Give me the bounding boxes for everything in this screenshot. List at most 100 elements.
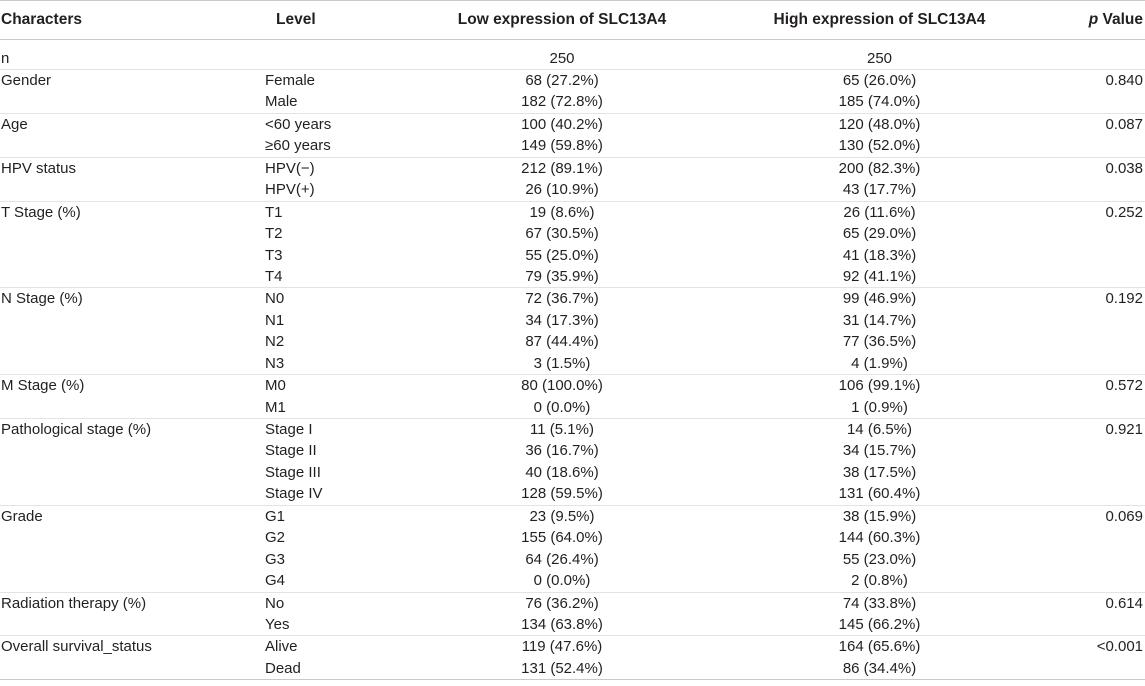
cell-characteristic: n [1,50,10,67]
table-row: T2 67 (30.5%) 65 (29.0%) [0,223,1145,244]
table-row: Overall survival_status Alive 119 (47.6%) 1… [0,635,1145,658]
cell-high-expression: 34 (15.7%) [842,442,917,460]
cell-low-expression: 212 (89.1%) [400,156,724,180]
cell-low-expression: 182 (72.8%) [521,93,603,111]
cell-low-expression: 155 (64.0%) [521,529,603,547]
cell-level: Stage II [265,442,317,460]
table-row: G4 0 (0.0%) 2 (0.8%) [0,570,1145,592]
cell-high-expression: 43 (17.7%) [842,181,917,199]
cell-level: M0 [258,374,400,397]
cell-p-value [1035,549,1145,570]
cell-characteristic [0,266,258,288]
cell-high-expression: 131 (60.4%) [838,485,921,503]
cell-low-expression: 80 (100.0%) [400,374,724,397]
table-row: T3 55 (25.0%) 41 (18.3%) [0,245,1145,266]
cell-p-value: 0.069 [1035,504,1145,528]
table-row: N3 3 (1.5%) 4 (1.9%) [0,353,1145,375]
cell-low-expression: 36 (16.7%) [525,442,599,460]
table-row: Gender Female 68 (27.2%) 65 (26.0%) 0.840 [0,69,1145,92]
cell-low-expression: 149 (59.8%) [521,137,603,155]
cell-high-expression: 1 (0.9%) [851,398,908,416]
cell-high-expression: 99 (46.9%) [724,287,1035,310]
cell-p-value [1035,462,1145,483]
cell-high-expression: 130 (52.0%) [838,137,921,155]
cell-low-expression: 64 (26.4%) [525,550,599,568]
cell-p-value: 0.921 [1035,418,1145,441]
cell-p-value [1035,179,1145,201]
cell-level: N3 [265,354,285,372]
cell-p-value [1035,614,1145,636]
table-row: Male 182 (72.8%) 185 (74.0%) [0,91,1145,113]
cell-characteristic: M Stage (%) [0,374,258,397]
header-high-expression: High expression of SLC13A4 [724,0,1035,40]
table-row: HPV(+) 26 (10.9%) 43 (17.7%) [0,179,1145,201]
cell-high-expression: 38 (15.9%) [724,504,1035,528]
cell-characteristic [0,179,258,201]
cell-high-expression: 38 (17.5%) [842,463,917,481]
cell-p-value [1035,91,1145,113]
cell-characteristic [0,549,258,570]
cell-high-expression: 4 (1.9%) [851,354,908,372]
cell-p-value [1035,331,1145,352]
cell-low-expression: 23 (9.5%) [400,504,724,528]
cell-low-expression: 87 (44.4%) [525,333,599,351]
cell-low-expression: 72 (36.7%) [400,287,724,310]
cell-characteristic [0,658,258,680]
cell-high-expression: 106 (99.1%) [724,374,1035,397]
table-row: Radiation therapy (%) No 76 (36.2%) 74 (33.… [0,591,1145,614]
cell-p-value: 0.192 [1035,287,1145,310]
table-row: Dead 131 (52.4%) 86 (34.4%) [0,658,1145,680]
cell-level: HPV(+) [265,181,315,199]
header-characters: Characters [0,0,258,40]
cell-high-expression: 145 (66.2%) [838,615,921,633]
cell-low-expression: 3 (1.5%) [533,354,591,372]
cell-characteristic [0,483,258,505]
cell-characteristic: Age [0,112,258,136]
header-p-rest: Value [1098,11,1143,28]
cell-high-expression: 144 (60.3%) [838,529,921,547]
cell-high-expression: 65 (26.0%) [724,69,1035,92]
cell-characteristic: Radiation therapy (%) [0,591,258,614]
cell-level: N2 [265,333,285,351]
cell-low-expression: 79 (35.9%) [525,267,599,285]
table-row: ≥60 years 149 (59.8%) 130 (52.0%) [0,135,1145,157]
cell-low-expression: 128 (59.5%) [521,485,603,503]
cell-level: N1 [265,311,285,329]
cell-p-value: 0.572 [1035,374,1145,397]
cell-p-value [1035,310,1145,331]
cell-level: <60 years [258,112,400,136]
cell-p-value [1035,40,1145,70]
cell-characteristic [0,91,258,113]
cell-characteristic: Pathological stage (%) [0,418,258,441]
header-low-expression: Low expression of SLC13A4 [400,0,724,40]
cell-p-value [1035,658,1145,680]
cell-level: N0 [258,287,400,310]
cell-low-expression: 131 (52.4%) [521,659,603,677]
cell-low-expression: 34 (17.3%) [525,311,599,329]
cell-characteristic: Grade [0,504,258,528]
cell-level: ≥60 years [265,137,331,155]
cell-p-value [1035,483,1145,505]
cell-high-expression: 77 (36.5%) [842,333,917,351]
table-row: N Stage (%) N0 72 (36.7%) 99 (46.9%) 0.192 [0,287,1145,310]
cell-level: G1 [258,504,400,528]
cell-level: Dead [265,659,301,677]
cell-p-value [1035,397,1145,419]
cell-level: HPV(−) [258,156,400,180]
cell-level [258,40,400,70]
cell-p-value [1035,527,1145,548]
cell-high-expression: 41 (18.3%) [842,246,917,264]
cell-low-expression: 67 (30.5%) [525,225,599,243]
cell-p-value [1035,223,1145,244]
cell-high-expression: 164 (65.6%) [724,635,1035,658]
cell-high-expression: 185 (74.0%) [838,93,921,111]
cell-level: T4 [265,267,283,285]
cell-characteristic: HPV status [0,156,258,180]
cell-characteristic [0,462,258,483]
cell-level: G4 [265,572,286,590]
cell-level: T1 [258,200,400,224]
cell-low-expression: 76 (36.2%) [400,591,724,614]
cell-p-value: 0.087 [1035,112,1145,136]
cell-level: M1 [265,398,286,416]
cell-level: Male [265,93,298,111]
